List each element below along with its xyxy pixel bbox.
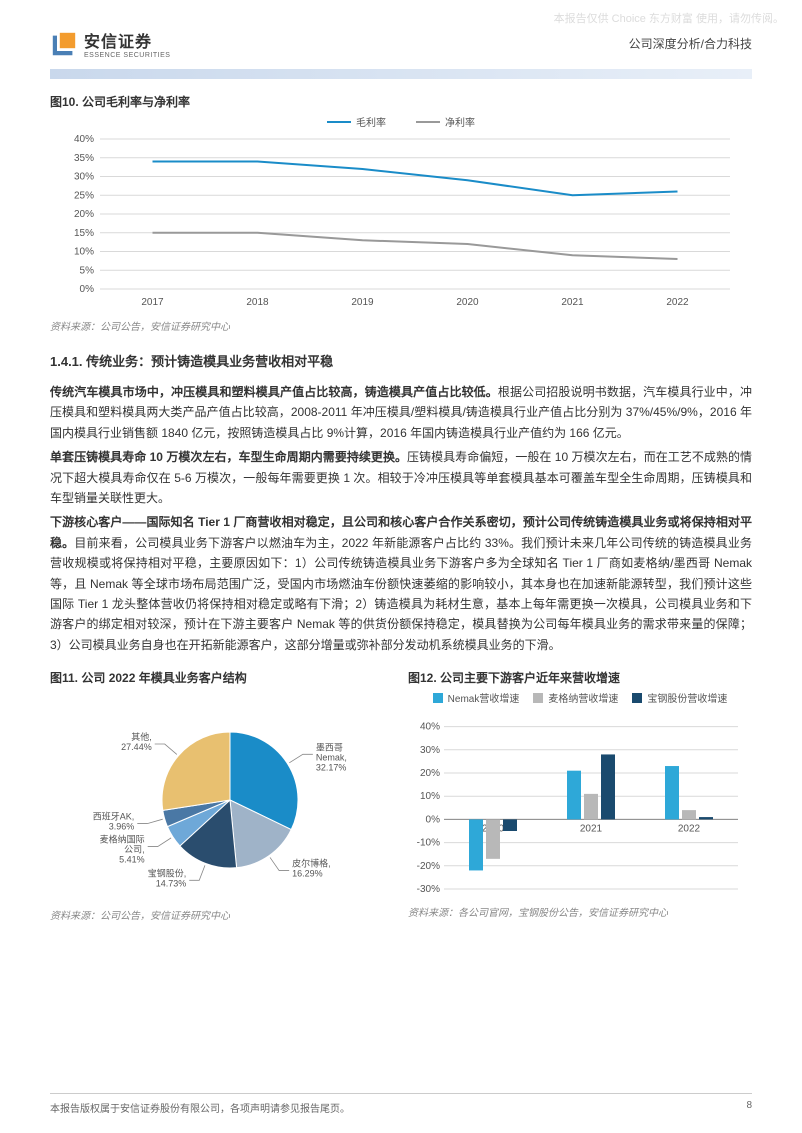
svg-text:27.44%: 27.44% <box>121 742 152 752</box>
page-footer: 本报告版权属于安信证券股份有限公司，各项声明请参见报告尾页。 8 <box>50 1093 752 1115</box>
svg-text:2018: 2018 <box>246 297 269 308</box>
svg-text:20%: 20% <box>420 768 440 779</box>
svg-text:35%: 35% <box>74 153 94 164</box>
content-area: 图10. 公司毛利率与净利率 毛利率 净利率 0% 5% 10% 15% 20% 25% 3… <box>0 79 802 922</box>
svg-text:15%: 15% <box>74 228 94 239</box>
fig10-line-chart: 0% 5% 10% 15% 20% 25% 30% 35% 40% 2017 2018 2019 202… <box>50 131 752 311</box>
svg-text:5%: 5% <box>80 265 95 276</box>
logo: 安信证券 ESSENCE SECURITIES <box>50 28 170 59</box>
svg-text:32.17%: 32.17% <box>316 762 347 772</box>
logo-icon <box>50 30 78 58</box>
svg-text:20%: 20% <box>74 209 94 220</box>
fig10-source: 资料来源：公司公告，安信证券研究中心 <box>50 318 752 333</box>
svg-text:2019: 2019 <box>351 297 374 308</box>
fig12-legend-2: 麦格纳营收增速 <box>548 690 618 705</box>
fig12-legend-1: Nemak营收增速 <box>448 690 520 705</box>
section-heading: 1.4.1. 传统业务：预计铸造模具业务营收相对平稳 <box>50 351 752 370</box>
watermark: 本报告仅供 Choice 东方财富 使用，请勿传阅。 <box>554 10 784 26</box>
paragraph-3: 下游核心客户——国际知名 Tier 1 厂商营收相对稳定，且公司和核心客户合作关… <box>50 512 752 655</box>
paragraph-2: 单套压铸模具寿命 10 万模次左右，车型生命周期内需要持续更换。压铸模具寿命偏短… <box>50 447 752 508</box>
svg-text:宝钢股份,: 宝钢股份, <box>148 867 187 878</box>
svg-text:0%: 0% <box>426 814 441 825</box>
svg-text:麦格纳国际: 麦格纳国际 <box>100 834 145 845</box>
fig10-legend-1: 毛利率 <box>356 114 386 129</box>
svg-text:10%: 10% <box>420 791 440 802</box>
header-breadcrumb: 公司深度分析/合力科技 <box>629 35 752 52</box>
logo-text-cn: 安信证券 <box>84 28 170 52</box>
footer-copyright: 本报告版权属于安信证券股份有限公司，各项声明请参见报告尾页。 <box>50 1100 350 1115</box>
svg-text:2017: 2017 <box>141 297 164 308</box>
svg-text:公司,: 公司, <box>124 845 145 855</box>
fig10-title: 图10. 公司毛利率与净利率 <box>50 93 752 110</box>
svg-text:2022: 2022 <box>666 297 689 308</box>
fig10-legend-2: 净利率 <box>445 114 475 129</box>
svg-text:0%: 0% <box>80 284 95 295</box>
svg-text:皮尔博格,: 皮尔博格, <box>292 858 331 869</box>
svg-text:2021: 2021 <box>580 823 603 834</box>
fig12-legend: Nemak营收增速 麦格纳营收增速 宝钢股份营收增速 <box>408 690 752 705</box>
fig11-pie-chart: 墨西哥Nemak,32.17% 皮尔博格,16.29% 宝钢股份,14.73% 麦格纳… <box>50 690 394 900</box>
svg-text:3.96%: 3.96% <box>109 822 135 832</box>
svg-text:25%: 25% <box>74 190 94 201</box>
svg-text:2022: 2022 <box>678 823 701 834</box>
svg-text:30%: 30% <box>420 745 440 756</box>
fig12-legend-3: 宝钢股份营收增速 <box>647 690 727 705</box>
svg-text:14.73%: 14.73% <box>156 878 187 888</box>
fig12-bar-chart: -30%-20%-10%0%10%20%30%40%202020212022 <box>408 707 752 897</box>
svg-text:Nemak,: Nemak, <box>316 752 347 762</box>
fig11-title: 图11. 公司 2022 年模具业务客户结构 <box>50 669 394 686</box>
svg-text:10%: 10% <box>74 247 94 258</box>
logo-text-en: ESSENCE SECURITIES <box>84 52 170 59</box>
svg-text:西班牙AK,: 西班牙AK, <box>93 811 135 822</box>
svg-text:40%: 40% <box>420 722 440 733</box>
fig11-source: 资料来源：公司公告，安信证券研究中心 <box>50 907 394 922</box>
svg-text:30%: 30% <box>74 172 94 183</box>
header-divider-bar <box>50 69 752 79</box>
svg-text:-10%: -10% <box>417 838 440 849</box>
svg-text:-20%: -20% <box>417 861 440 872</box>
fig12-title: 图12. 公司主要下游客户近年来营收增速 <box>408 669 752 686</box>
svg-text:40%: 40% <box>74 134 94 145</box>
svg-text:-30%: -30% <box>417 884 440 895</box>
fig10-legend: 毛利率 净利率 <box>50 114 752 129</box>
svg-text:5.41%: 5.41% <box>119 855 145 865</box>
page-number: 8 <box>746 1100 752 1115</box>
svg-text:16.29%: 16.29% <box>292 869 323 879</box>
svg-text:2020: 2020 <box>456 297 479 308</box>
svg-text:墨西哥: 墨西哥 <box>316 742 343 752</box>
svg-text:其他,: 其他, <box>131 731 152 742</box>
svg-text:2021: 2021 <box>561 297 584 308</box>
paragraph-1: 传统汽车模具市场中，冲压模具和塑料模具产值占比较高，铸造模具产值占比较低。根据公… <box>50 382 752 443</box>
fig12-source: 资料来源：各公司官网，宝钢股份公告，安信证券研究中心 <box>408 904 752 919</box>
